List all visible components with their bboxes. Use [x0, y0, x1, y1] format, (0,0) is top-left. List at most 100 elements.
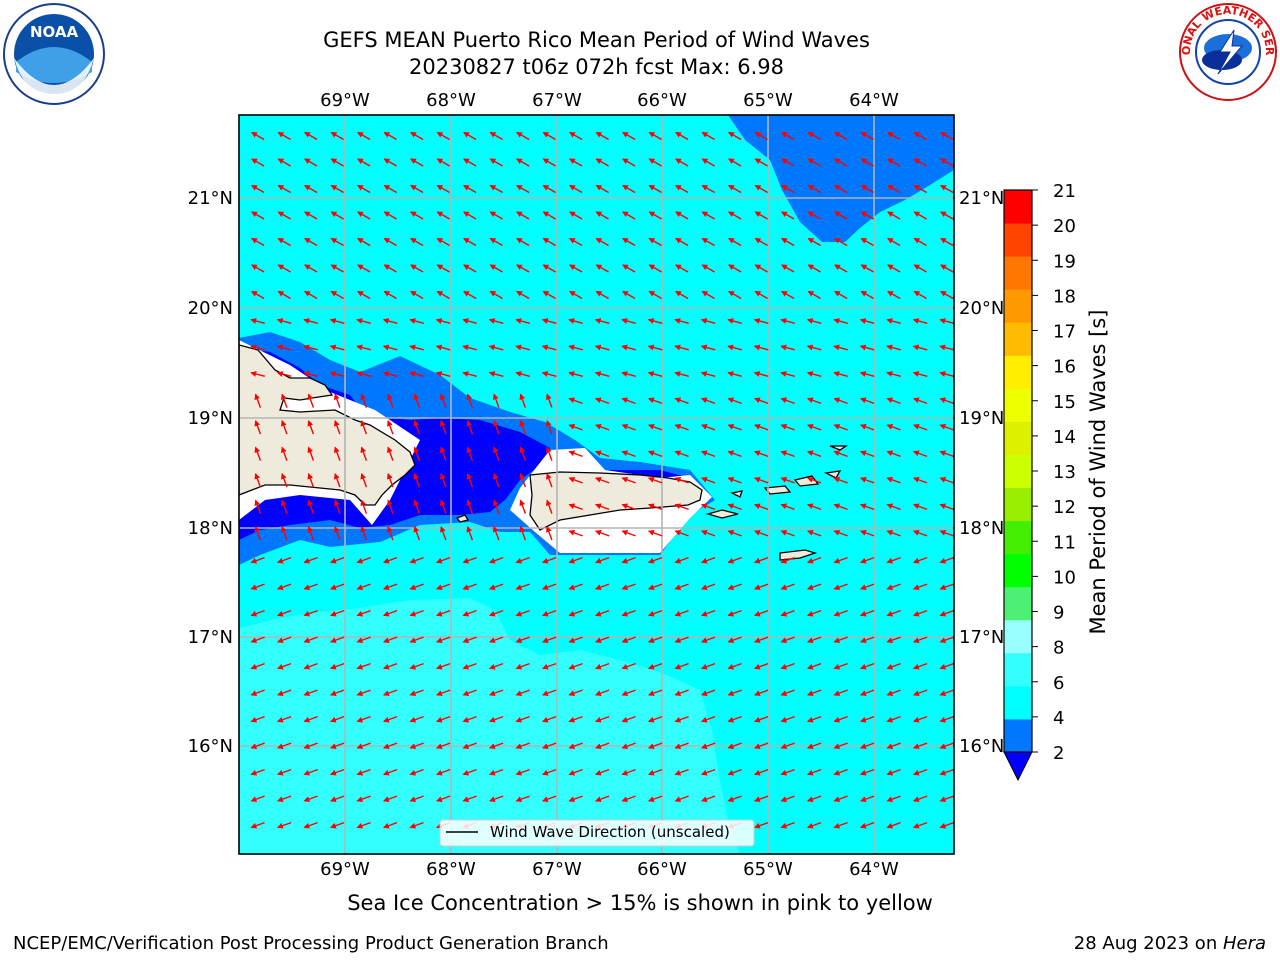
- wind-wave-arrow: [753, 503, 769, 511]
- chart-title: GEFS MEAN Puerto Rico Mean Period of Win…: [323, 28, 870, 52]
- credit-date: 28 Aug 2023 on Hera: [1074, 933, 1266, 954]
- wind-wave-arrow: [542, 158, 556, 167]
- wind-wave-arrow: [647, 450, 663, 458]
- wind-wave-arrow: [542, 184, 556, 194]
- wind-wave-arrow: [754, 158, 768, 167]
- wind-wave-arrow: [939, 344, 954, 351]
- wind-wave-arrow: [806, 397, 822, 405]
- wind-wave-arrow: [250, 742, 265, 750]
- wind-wave-arrow: [333, 525, 341, 541]
- wind-wave-arrow: [307, 525, 315, 541]
- wind-wave-arrow: [356, 795, 371, 803]
- wind-wave-arrow: [912, 609, 928, 617]
- wind-wave-arrow: [834, 131, 848, 141]
- wind-wave-arrow: [466, 472, 474, 488]
- wind-wave-arrow: [621, 583, 636, 591]
- wind-wave-arrow: [329, 609, 345, 617]
- wind-wave-arrow: [595, 211, 609, 220]
- wind-wave-arrow: [647, 689, 663, 697]
- wind-wave-arrow: [647, 609, 663, 617]
- wind-wave-arrow: [516, 211, 530, 220]
- wind-wave-arrow: [859, 397, 875, 405]
- wind-wave-arrow: [833, 450, 848, 458]
- wind-wave-arrow: [859, 344, 875, 351]
- wind-wave-arrow: [594, 397, 610, 405]
- wind-wave-arrow: [251, 211, 265, 220]
- colorbar-segment: [1004, 190, 1032, 224]
- wind-wave-arrow: [860, 131, 874, 141]
- wind-wave-arrow: [439, 499, 447, 514]
- wind-wave-arrow: [463, 158, 477, 167]
- wind-wave-arrow: [647, 476, 663, 484]
- wind-wave-arrow: [886, 318, 901, 324]
- wind-wave-arrow: [542, 237, 556, 247]
- wind-wave-arrow: [303, 821, 318, 829]
- wind-wave-arrow: [360, 499, 368, 514]
- wind-wave-arrow: [357, 264, 371, 273]
- wind-wave-arrow: [356, 583, 371, 591]
- wind-wave-arrow: [594, 795, 610, 803]
- wind-wave-arrow: [410, 290, 424, 300]
- wind-wave-arrow: [806, 476, 822, 484]
- wind-wave-arrow: [913, 264, 927, 273]
- wind-wave-arrow: [859, 318, 875, 324]
- wind-wave-arrow: [622, 290, 636, 300]
- wind-wave-arrow: [860, 290, 874, 300]
- wind-wave-arrow: [329, 556, 345, 564]
- wind-wave-arrow: [516, 237, 530, 247]
- wind-wave-arrow: [541, 344, 557, 351]
- wind-wave-arrow: [675, 211, 689, 220]
- wind-wave-arrow: [939, 609, 954, 617]
- wind-wave-arrow: [489, 184, 503, 194]
- wind-wave-arrow: [276, 821, 292, 829]
- wind-wave-arrow: [515, 689, 530, 697]
- wind-wave-arrow: [409, 742, 424, 750]
- wind-wave-arrow: [492, 419, 500, 435]
- wind-wave-arrow: [727, 768, 742, 776]
- wind-wave-arrow: [728, 290, 742, 300]
- wind-wave-arrow: [648, 290, 662, 300]
- wind-wave-arrow: [621, 715, 636, 723]
- wind-wave-arrow: [250, 795, 265, 803]
- wind-wave-arrow: [280, 446, 288, 461]
- wind-wave-arrow: [780, 450, 795, 458]
- wind-wave-arrow: [648, 158, 662, 167]
- wind-wave-arrow: [806, 636, 822, 644]
- wind-wave-arrow: [647, 503, 663, 511]
- wind-wave-arrow: [436, 264, 450, 273]
- wind-wave-arrow: [675, 131, 689, 141]
- colorbar-label: Mean Period of Wind Waves [s]: [1086, 310, 1110, 635]
- wind-wave-arrow: [356, 662, 371, 670]
- wind-wave-arrow: [727, 450, 742, 458]
- wind-wave-arrow: [277, 131, 291, 141]
- wind-wave-arrow: [386, 393, 394, 408]
- wind-wave-arrow: [728, 264, 742, 273]
- wind-wave-arrow: [329, 662, 345, 670]
- wind-wave-arrow: [492, 393, 500, 408]
- wind-wave-arrow: [806, 556, 822, 564]
- wind-wave-arrow: [280, 472, 288, 488]
- wind-wave-arrow: [886, 397, 901, 405]
- wind-wave-arrow: [621, 503, 636, 511]
- wind-wave-arrow: [251, 184, 265, 194]
- wind-wave-arrow: [515, 662, 530, 670]
- wind-wave-arrow: [435, 742, 451, 750]
- wind-wave-arrow: [727, 689, 742, 697]
- wind-wave-arrow: [382, 344, 398, 351]
- wind-wave-arrow: [833, 636, 848, 644]
- wind-wave-arrow: [674, 768, 689, 776]
- wind-wave-arrow: [727, 636, 742, 644]
- wind-wave-arrow: [674, 476, 689, 484]
- wind-wave-arrow: [515, 636, 530, 644]
- wind-wave-arrow: [360, 525, 368, 541]
- lat-tick-left: 19°N: [188, 408, 233, 429]
- wind-wave-arrow: [621, 529, 636, 537]
- wind-wave-arrow: [435, 795, 451, 803]
- wind-wave-arrow: [357, 131, 371, 141]
- wind-wave-arrow: [276, 583, 292, 591]
- wind-wave-arrow: [251, 237, 265, 247]
- wind-wave-arrow: [541, 768, 557, 776]
- wind-wave-arrow: [568, 450, 583, 458]
- wind-wave-arrow: [435, 689, 451, 697]
- wind-wave-arrow: [859, 689, 875, 697]
